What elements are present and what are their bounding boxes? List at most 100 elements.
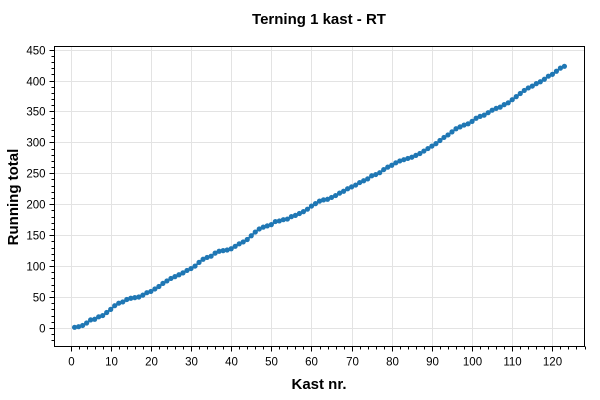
data-point xyxy=(288,214,294,220)
data-point xyxy=(489,107,495,113)
data-point xyxy=(525,85,531,91)
data-point xyxy=(557,65,564,71)
data-point xyxy=(332,192,339,199)
data-point xyxy=(445,132,451,138)
data-point xyxy=(88,317,94,323)
data-point xyxy=(361,178,367,184)
data-point xyxy=(513,94,519,100)
data-point xyxy=(296,210,303,217)
y-tick-label: 100 xyxy=(26,262,45,274)
data-point xyxy=(272,218,278,225)
data-point xyxy=(469,118,475,124)
data-point xyxy=(284,216,290,222)
data-point xyxy=(232,243,238,249)
data-point xyxy=(240,239,246,245)
plot-frame xyxy=(54,46,585,347)
data-point xyxy=(276,218,282,224)
data-point xyxy=(244,236,250,243)
data-point xyxy=(497,104,503,110)
data-point xyxy=(92,316,98,322)
data-point xyxy=(168,275,174,282)
data-point xyxy=(417,150,423,157)
x-tick-label: 20 xyxy=(145,357,158,369)
data-point xyxy=(140,292,146,298)
data-point xyxy=(104,309,110,316)
data-point xyxy=(116,300,122,306)
data-point xyxy=(441,134,447,141)
data-point xyxy=(461,122,467,128)
y-tick-label: 200 xyxy=(26,200,45,212)
y-tick-label: 50 xyxy=(33,293,46,305)
data-point xyxy=(128,295,134,301)
grid xyxy=(54,46,585,347)
x-tick-label: 120 xyxy=(543,357,562,369)
x-tick-label: 50 xyxy=(265,357,278,369)
x-tick-label: 10 xyxy=(105,357,118,369)
data-point xyxy=(184,267,190,274)
data-point xyxy=(124,296,130,303)
data-point xyxy=(457,124,463,130)
data-point xyxy=(561,63,568,69)
x-tick-label: 80 xyxy=(386,357,399,369)
data-point xyxy=(505,100,511,106)
data-point xyxy=(248,233,254,239)
y-tick-label: 0 xyxy=(39,324,45,336)
data-point xyxy=(304,206,311,212)
data-point xyxy=(312,201,319,207)
data-point xyxy=(328,194,335,201)
data-point xyxy=(71,324,78,330)
data-point xyxy=(393,160,399,166)
data-point xyxy=(437,137,443,144)
data-point xyxy=(449,129,455,135)
data-point xyxy=(268,222,274,228)
ticks: 0 10 20 30 40 50 60 70 80 90 100 110 120 0 50 100 150 200… xyxy=(26,46,562,369)
data-point xyxy=(473,115,479,121)
data-point xyxy=(132,295,138,301)
data-point xyxy=(324,196,331,202)
data-point xyxy=(252,229,258,235)
x-tick-label: 60 xyxy=(305,357,318,369)
y-tick-label: 150 xyxy=(26,231,45,243)
data-point xyxy=(280,217,286,223)
data-point xyxy=(160,280,166,287)
data-point xyxy=(336,190,343,196)
data-point xyxy=(377,170,383,176)
x-tick-label: 90 xyxy=(426,357,439,369)
y-axis-label: Running total xyxy=(5,149,22,246)
data-point xyxy=(120,299,126,305)
y-tick-label: 400 xyxy=(26,77,45,89)
data-point xyxy=(529,83,535,89)
data-point xyxy=(537,79,543,85)
data-point xyxy=(549,71,555,77)
data-point xyxy=(256,226,262,232)
data-point xyxy=(228,246,234,252)
data-point xyxy=(80,322,86,329)
y-tick-label: 300 xyxy=(26,138,45,150)
data-point xyxy=(541,76,547,82)
data-point xyxy=(208,253,214,259)
x-tick-label: 110 xyxy=(503,357,521,369)
data-point xyxy=(340,188,347,194)
data-point xyxy=(477,113,483,119)
data-point xyxy=(465,121,471,127)
x-axis-label: Kast nr. xyxy=(291,376,346,393)
data-point xyxy=(493,105,499,111)
data-point xyxy=(260,224,266,230)
data-point xyxy=(96,314,102,320)
y-tick-label: 250 xyxy=(26,169,45,181)
x-tick-label: 0 xyxy=(68,357,74,369)
data-point xyxy=(164,278,170,284)
data-point xyxy=(409,154,415,160)
data-point xyxy=(212,250,218,256)
data-point xyxy=(401,157,407,163)
data-point xyxy=(180,270,186,276)
data-point xyxy=(389,162,395,168)
data-point xyxy=(204,254,210,261)
minor-ticks xyxy=(51,56,586,350)
data-point xyxy=(345,186,351,192)
data-point xyxy=(521,87,527,94)
data-point xyxy=(308,203,315,209)
data-point xyxy=(509,97,515,103)
data-point xyxy=(425,145,431,152)
x-tick-label: 100 xyxy=(463,357,482,369)
